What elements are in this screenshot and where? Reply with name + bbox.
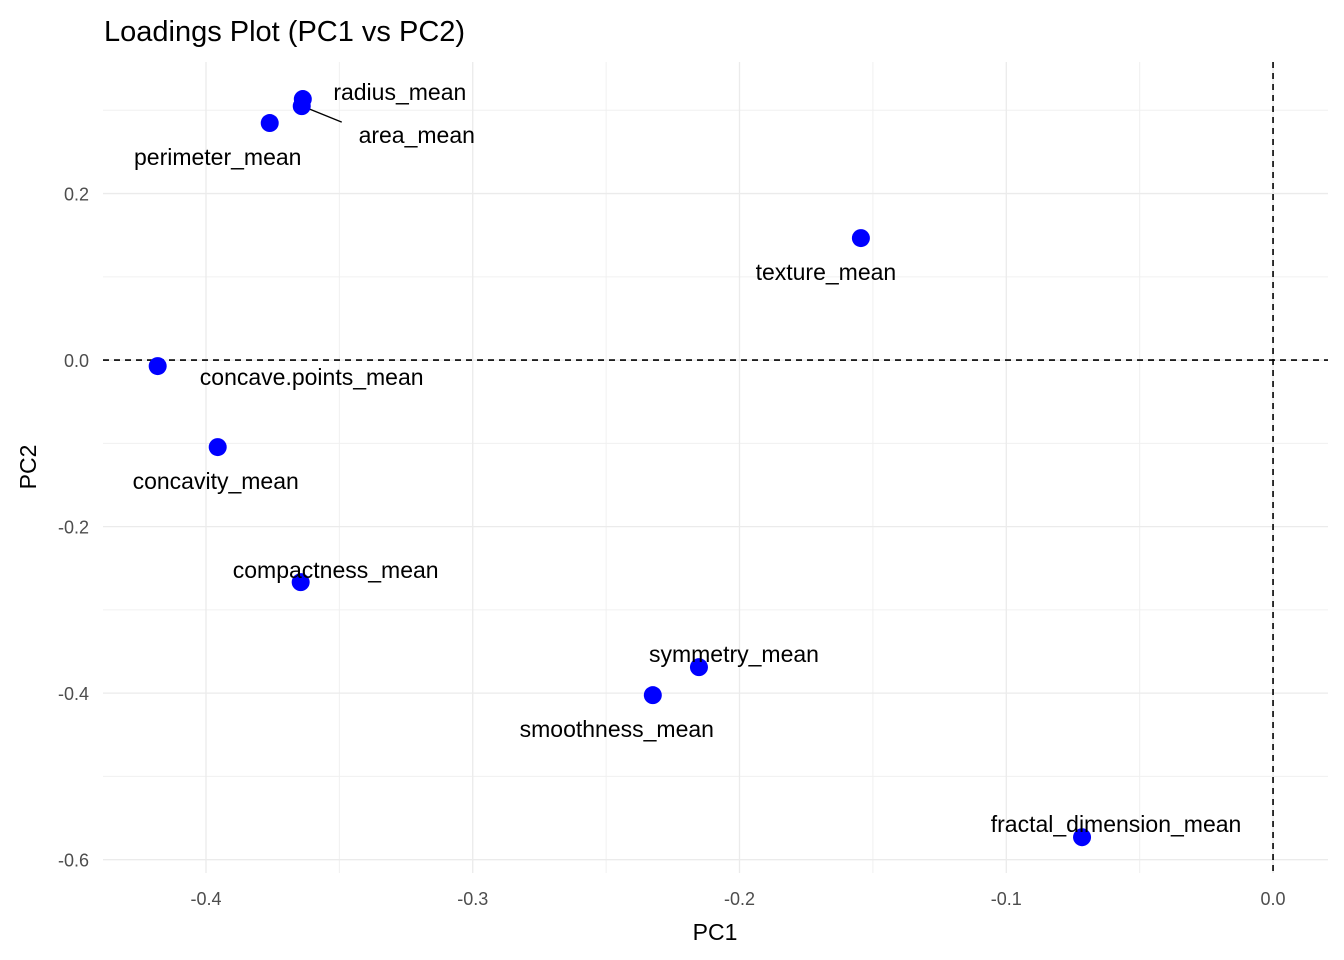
data-point xyxy=(208,438,227,457)
point-label: perimeter_mean xyxy=(134,144,301,170)
chart-title: Loadings Plot (PC1 vs PC2) xyxy=(104,16,465,48)
y-tick-label: 0.2 xyxy=(64,185,89,205)
data-point xyxy=(291,573,310,592)
reference-lines xyxy=(103,62,1328,873)
point-label: fractal_dimension_mean xyxy=(991,811,1242,837)
tick-labels: -0.4 -0.3 -0.2 -0.1 0.0 0.2 0.0 -0.2 -0.4 -0.6 xyxy=(58,185,1286,909)
point-label: radius_mean xyxy=(333,79,466,105)
point-label: compactness_mean xyxy=(233,557,439,583)
point-label: texture_mean xyxy=(756,259,897,285)
point-label: concavity_mean xyxy=(133,468,299,494)
data-point xyxy=(148,357,167,376)
x-tick-label: -0.4 xyxy=(190,889,221,909)
data-point xyxy=(260,114,279,133)
x-tick-label: -0.2 xyxy=(724,889,755,909)
data-point xyxy=(689,658,708,677)
y-tick-label: -0.4 xyxy=(58,684,89,704)
y-tick-label: -0.6 xyxy=(58,851,89,871)
point-label: area_mean xyxy=(359,122,475,148)
data-point xyxy=(292,97,311,116)
x-tick-label: 0.0 xyxy=(1261,889,1286,909)
point-labels: radius_mean area_mean perimeter_meantextur… xyxy=(133,79,1242,837)
label-connector-line xyxy=(304,106,343,123)
x-axis-title: PC1 xyxy=(693,919,738,945)
label-connectors xyxy=(304,106,343,123)
data-point xyxy=(1073,828,1092,847)
point-label: symmetry_mean xyxy=(649,641,819,667)
y-tick-label: -0.2 xyxy=(58,518,89,538)
y-tick-label: 0.0 xyxy=(64,351,89,371)
x-tick-label: -0.3 xyxy=(457,889,488,909)
data-point xyxy=(643,686,662,705)
y-axis-title: PC2 xyxy=(15,445,41,490)
points xyxy=(148,90,1092,847)
point-label: smoothness_mean xyxy=(520,716,714,742)
data-point xyxy=(851,229,870,248)
x-tick-label: -0.1 xyxy=(991,889,1022,909)
point-label: concave.points_mean xyxy=(200,364,424,390)
